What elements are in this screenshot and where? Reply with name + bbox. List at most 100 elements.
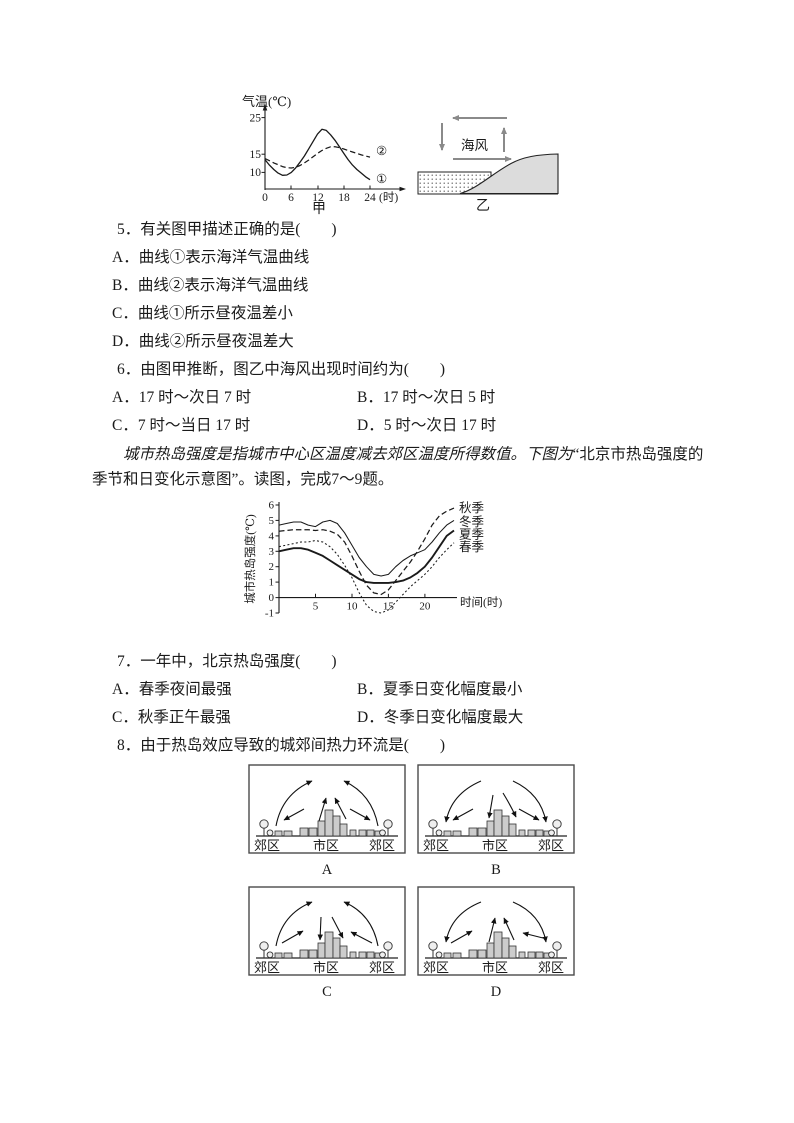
suburb-label-right: 郊区 (538, 960, 564, 975)
diagram-letter-b: B (491, 862, 501, 878)
urban-label: 市区 (482, 960, 508, 975)
chart-jia-axes (261, 104, 406, 192)
sea-breeze-label: 海风 (461, 138, 488, 153)
diagram-letter-c: C (322, 984, 332, 1000)
temperature-chart-jia: 气温(℃) 25 15 10 0 6 12 18 24 (时) ② ① 甲 (242, 94, 406, 216)
suburb-label-right: 郊区 (369, 838, 395, 853)
ytick: 2 (269, 561, 275, 573)
circulation-diagram-c: 郊区 市区 郊区 (248, 886, 406, 976)
caption-jia: 甲 (312, 202, 326, 216)
x-unit-label: (时) (379, 191, 398, 204)
suburb-label-left: 郊区 (423, 838, 449, 853)
airflow-arrows-c (275, 901, 379, 947)
series-夏季 (278, 529, 455, 584)
ytick: -1 (265, 608, 274, 620)
diagram-letter-a: A (321, 862, 333, 878)
q7-option-a: A．春季夜间最强 (112, 681, 232, 698)
xtick: 6 (288, 192, 294, 204)
ytick: 15 (250, 149, 262, 161)
city-skyline: 郊区 市区 郊区 (423, 931, 567, 975)
ytick: 6 (269, 500, 275, 512)
q6-option-c: C．7 时～当日 17 时 (112, 417, 251, 434)
q5-option-c: C．曲线①所示昼夜温差小 (112, 305, 293, 322)
series-春季 (278, 539, 455, 614)
airflow-arrows-a (275, 780, 379, 827)
figure-group-jia-yi: 气温(℃) 25 15 10 0 6 12 18 24 (时) ② ① 甲 (235, 92, 570, 222)
q8-diagram-grid: 郊区 市区 郊区 A (248, 764, 575, 1005)
suburb-label-right: 郊区 (369, 960, 395, 975)
suburb-label-left: 郊区 (254, 960, 280, 975)
q6-option-b: B．17 时～次日 5 时 (357, 389, 496, 406)
city-skyline: 郊区 市区 郊区 (254, 809, 398, 853)
city-skyline: 郊区 市区 郊区 (423, 809, 567, 853)
q7-option-d: D．冬季日变化幅度最大 (357, 709, 524, 726)
ytick: 10 (250, 167, 262, 179)
ytick: 25 (250, 113, 262, 125)
diagram-letter-d: D (490, 984, 502, 1000)
urban-label: 市区 (313, 960, 339, 975)
legend-summer: 夏季 (459, 528, 485, 542)
q7-option-b: B．夏季日变化幅度最小 (357, 681, 523, 698)
series-冬季 (278, 519, 455, 577)
question-5: 5．有关图甲描述正确的是( ) A．曲线①表示海洋气温曲线 B．曲线②表示海洋气… (100, 216, 734, 356)
ytick: 3 (269, 546, 275, 558)
passage-intro: 城市热岛强度是指城市中心区温度减去郊区温度所得数值。下图为 (123, 446, 573, 463)
q5-stem: 5．有关图甲描述正确的是( ) (117, 221, 337, 238)
heat-island-chart: 城市热岛强度(℃) 6 5 4 3 2 1 0 -1 5 10 15 20 时间… (243, 500, 502, 620)
legend-spring: 春季 (459, 540, 485, 554)
xtick: 0 (262, 192, 268, 204)
xtick: 10 (347, 601, 359, 613)
question-8: 8．由于热岛效应导致的城郊间热力环流是( ) (100, 732, 734, 760)
circulation-diagram-b: 郊区 市区 郊区 (417, 764, 575, 854)
q8-diagram-d: 郊区 市区 郊区 D (417, 886, 575, 1005)
chart-jia-title: 气温(℃) (242, 94, 291, 109)
legend-winter: 冬季 (459, 514, 485, 529)
urban-label: 市区 (313, 838, 339, 853)
ytick: 5 (269, 515, 275, 527)
suburb-label-left: 郊区 (423, 960, 449, 975)
question-7: 7．一年中，北京热岛强度( ) A．春季夜间最强 B．夏季日变化幅度最小 C．秋… (100, 648, 734, 732)
q8-diagram-b: 郊区 市区 郊区 B (417, 764, 575, 883)
q5-option-d: D．曲线②所示昼夜温差大 (112, 333, 294, 350)
q5-option-b: B．曲线②表示海洋气温曲线 (112, 277, 309, 294)
xtick: 5 (313, 601, 319, 613)
xtick: 15 (383, 601, 395, 613)
ytick: 4 (269, 530, 275, 542)
urban-label: 市区 (482, 838, 508, 853)
q8-diagram-c: 郊区 市区 郊区 C (248, 886, 406, 1005)
xtick: 12 (312, 192, 324, 204)
heat-chart-xlabel: 时间(时) (460, 596, 502, 609)
q8-stem: 8．由于热岛效应导致的城郊间热力环流是( ) (117, 737, 446, 754)
q7-option-c: C．秋季正午最强 (112, 709, 231, 726)
caption-yi: 乙 (476, 198, 490, 214)
xtick: 20 (419, 601, 431, 613)
heat-chart-series (278, 507, 455, 614)
q6-stem: 6．由图甲推断，图乙中海风出现时间约为( ) (117, 361, 446, 378)
city-skyline: 郊区 市区 郊区 (254, 931, 398, 975)
curve2-label: ② (376, 144, 387, 158)
q7-stem: 7．一年中，北京热岛强度( ) (117, 653, 337, 670)
curve1-label: ① (376, 172, 387, 186)
q5-option-a: A．曲线①表示海洋气温曲线 (112, 249, 310, 266)
legend-autumn: 秋季 (459, 501, 485, 515)
q6-option-d: D．5 时～次日 17 时 (357, 417, 497, 434)
circulation-arrows (439, 115, 512, 162)
circulation-diagram-d: 郊区 市区 郊区 (417, 886, 575, 976)
airflow-arrows-b (444, 780, 548, 823)
suburb-label-right: 郊区 (538, 838, 564, 853)
series-秋季 (278, 507, 455, 596)
ytick: 1 (269, 577, 275, 589)
land-surface (418, 153, 559, 195)
suburb-label-left: 郊区 (254, 838, 280, 853)
xtick: 24 (364, 192, 376, 204)
heat-chart-axes (275, 502, 457, 614)
heat-chart-ylabel: 城市热岛强度(℃) (243, 514, 257, 604)
ytick: 0 (269, 592, 275, 604)
q8-diagram-a: 郊区 市区 郊区 A (248, 764, 406, 883)
sea-breeze-figure-yi: 海风 乙 (417, 115, 559, 214)
passage-rest: “北京市热岛强度的季节和日变化示意图”。读图，完成7～9题。 (92, 446, 704, 488)
circulation-diagram-a: 郊区 市区 郊区 (248, 764, 406, 854)
heat-chart-legend: 秋季 冬季 夏季 春季 (459, 501, 485, 554)
chart-jia-series (264, 128, 371, 181)
